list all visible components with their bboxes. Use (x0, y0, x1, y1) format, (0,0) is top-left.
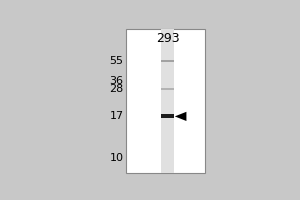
Bar (161, 114, 174, 118)
Text: 55: 55 (110, 56, 124, 66)
Bar (126, 29, 205, 173)
Text: 17: 17 (110, 111, 124, 121)
Text: 10: 10 (110, 153, 124, 163)
Bar (161, 88, 174, 90)
Text: 293: 293 (156, 32, 179, 45)
Polygon shape (175, 112, 186, 121)
Bar (161, 29, 174, 173)
Bar (161, 60, 174, 62)
Text: 36: 36 (110, 76, 124, 86)
Text: 28: 28 (109, 84, 124, 94)
